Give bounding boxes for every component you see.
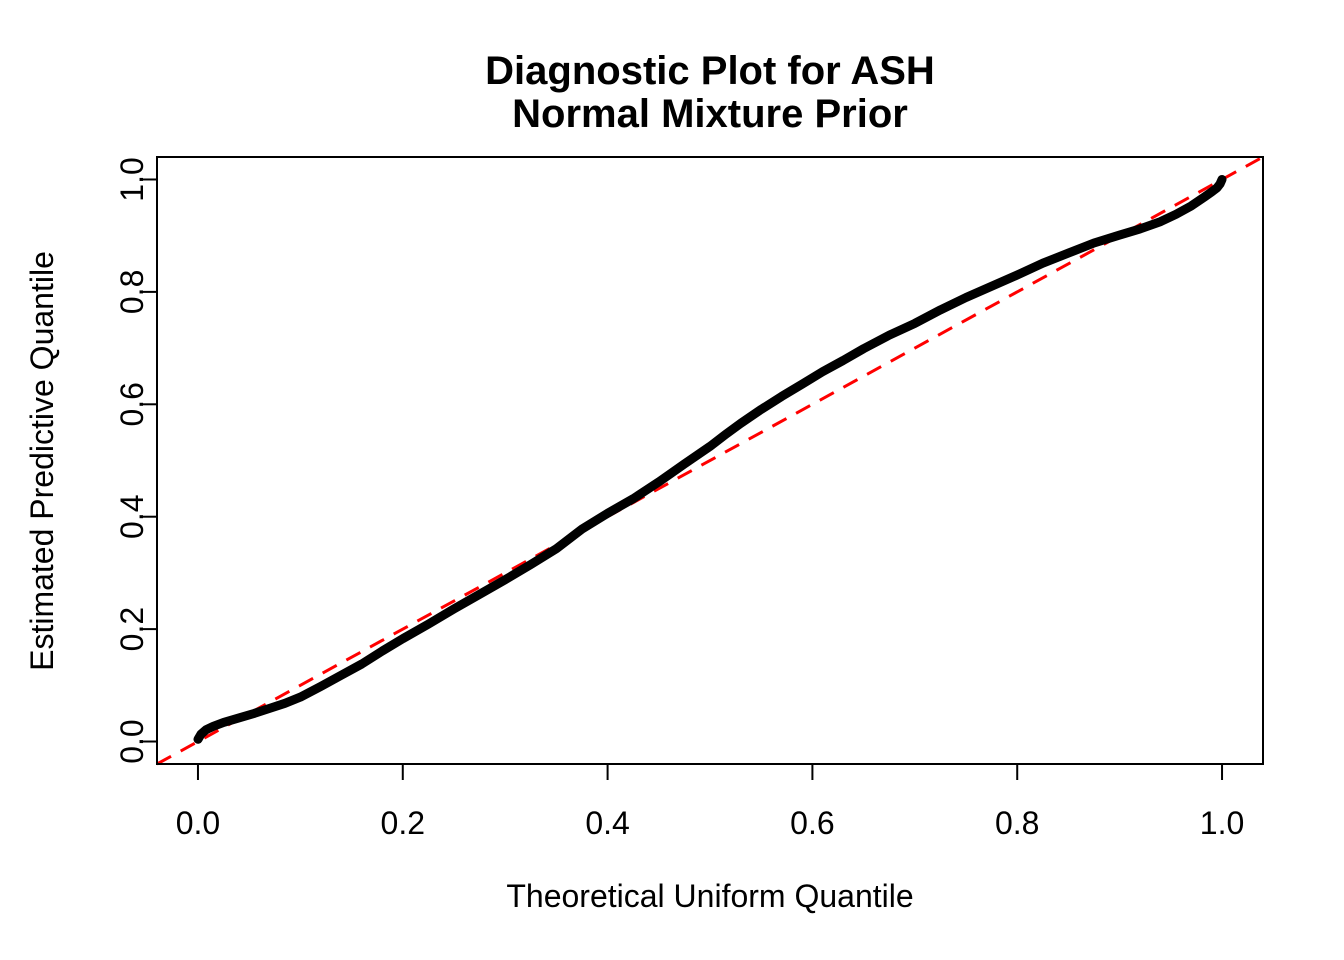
identity-reference-line — [156, 155, 1264, 766]
plot-title-line-1: Diagnostic Plot for ASH — [485, 49, 935, 93]
y-axis-tick-label: 0.0 — [114, 719, 150, 763]
y-axis-title: Estimated Predictive Quantile — [24, 251, 60, 671]
y-axis-tick-label: 0.2 — [114, 607, 150, 651]
axis-ticks — [141, 178, 1224, 780]
qq-curve — [193, 175, 1227, 744]
x-axis-tick-label: 0.4 — [585, 805, 629, 841]
y-axis-tick-label: 1.0 — [114, 157, 150, 201]
y-axis-tick-label: 0.8 — [114, 270, 150, 314]
axis-tick-labels: 0.0 0.2 0.4 0.6 0.8 1.0 0.0 0.2 0.4 0.6 0.8 1.0 — [114, 157, 1244, 841]
plot-data-layer — [156, 155, 1264, 766]
y-axis-tick-label: 0.4 — [114, 494, 150, 538]
x-axis-tick-label: 0.2 — [381, 805, 425, 841]
x-axis-tick-label: 0.8 — [995, 805, 1039, 841]
y-axis-tick-label: 0.6 — [114, 382, 150, 426]
x-axis-tick-label: 0.6 — [790, 805, 834, 841]
x-axis-tick-label: 1.0 — [1200, 805, 1244, 841]
x-axis-title: Theoretical Uniform Quantile — [506, 878, 913, 914]
plot-title-line-2: Normal Mixture Prior — [512, 92, 908, 136]
x-axis-tick-label: 0.0 — [176, 805, 220, 841]
plot-border-box — [156, 156, 1264, 765]
